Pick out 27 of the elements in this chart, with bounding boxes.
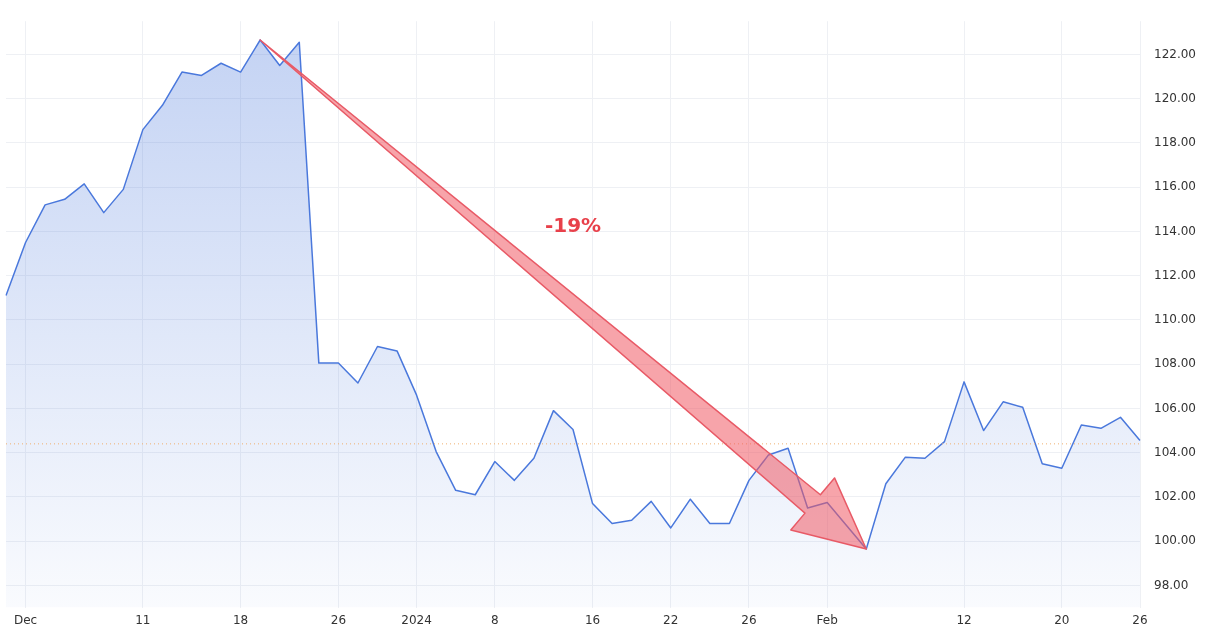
x-tick-label: 12 (956, 612, 972, 627)
y-tick-label: 108.00 (1154, 356, 1197, 371)
x-tick-label: 11 (135, 612, 151, 627)
y-tick-label: 102.00 (1154, 489, 1197, 504)
y-tick-label: 100.00 (1154, 533, 1197, 548)
x-tick-label: 18 (232, 612, 249, 627)
y-tick-label: 114.00 (1154, 223, 1197, 238)
x-tick-label: Dec (13, 612, 38, 627)
y-tick-label: 122.00 (1154, 46, 1197, 61)
y-tick-label: 106.00 (1154, 400, 1197, 415)
y-tick-label: 118.00 (1154, 135, 1197, 150)
x-tick-label: 22 (663, 612, 679, 627)
x-tick-label: 26 (330, 612, 347, 627)
x-tick-label: 26 (741, 612, 757, 627)
x-tick-label: Feb (816, 612, 838, 627)
x-tick-label: 2024 (401, 612, 432, 627)
y-tick-label: 112.00 (1154, 267, 1197, 282)
annotation: -19% (544, 213, 602, 238)
y-tick-label: 104.00 (1154, 444, 1197, 459)
x-tick-label: 8 (490, 612, 499, 627)
x-tick-label: 16 (584, 612, 601, 627)
x-tick-label: 26 (1132, 612, 1148, 627)
y-tick-label: 110.00 (1154, 312, 1197, 327)
y-tick-label: 98.00 (1154, 577, 1189, 592)
x-tick-label: 20 (1054, 612, 1070, 627)
y-tick-label: 120.00 (1154, 90, 1197, 105)
y-tick-label: 116.00 (1154, 179, 1197, 194)
